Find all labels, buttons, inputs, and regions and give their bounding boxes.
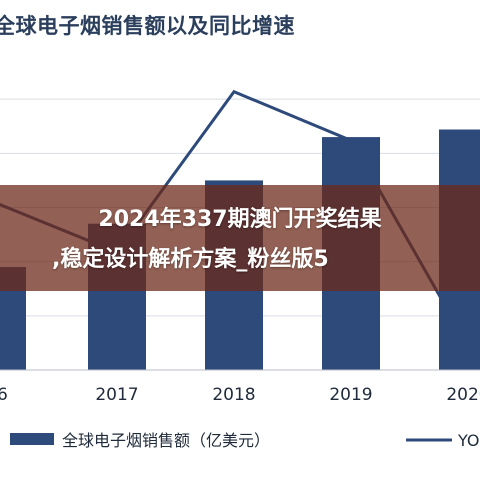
overlay-banner <box>0 185 480 291</box>
legend: 全球电子烟销售额（亿美元） YO <box>10 431 480 450</box>
legend-bar-swatch <box>10 433 54 445</box>
x-tick-label: 2017 <box>95 385 138 405</box>
x-tick-label: 2020 <box>446 385 480 405</box>
chart-title: 全球电子烟销售额以及同比增速 <box>0 14 295 38</box>
x-tick-label: 2018 <box>212 385 255 405</box>
legend-bar-label: 全球电子烟销售额（亿美元） <box>62 431 270 450</box>
overlay-subheadline: ,稳定设计解析方案_粉丝版5 <box>52 247 329 272</box>
legend-line-label: YO <box>457 431 480 450</box>
x-tick-labels: 16 2017 2018 2019 2020 <box>0 385 480 405</box>
x-tick-label: 16 <box>0 385 8 405</box>
overlay-headline: 2024年337期澳门开奖结果 <box>98 207 382 232</box>
x-tick-label: 2019 <box>329 385 372 405</box>
